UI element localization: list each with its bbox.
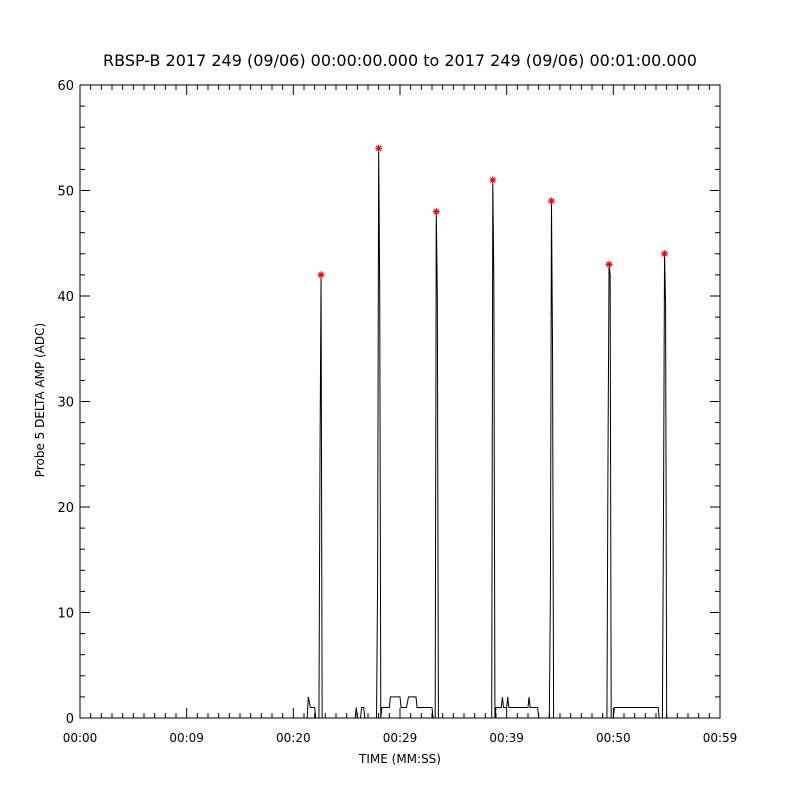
- y-tick-label: 0: [66, 712, 74, 727]
- peak-marker: [489, 176, 497, 184]
- x-tick-label: 00:20: [276, 731, 311, 745]
- x-tick-label: 00:09: [169, 731, 204, 745]
- peak-marker: [432, 208, 440, 216]
- chart-title: RBSP-B 2017 249 (09/06) 00:00:00.000 to …: [103, 51, 697, 70]
- y-tick-label: 50: [57, 185, 74, 200]
- y-tick-label: 40: [57, 290, 74, 305]
- peak-marker: [547, 197, 555, 205]
- data-line: [80, 148, 720, 719]
- y-tick-label: 20: [57, 501, 74, 516]
- peak-marker: [661, 250, 669, 258]
- plot-frame: [79, 84, 721, 719]
- peak-marker: [375, 144, 383, 152]
- peak-marker: [605, 260, 613, 268]
- x-tick-label: 00:29: [383, 731, 418, 745]
- x-tick-label: 00:59: [703, 731, 738, 745]
- peak-marker: [317, 271, 325, 279]
- y-axis-label: Probe 5 DELTA AMP (ADC): [33, 323, 47, 477]
- x-tick-label: 00:50: [596, 731, 631, 745]
- y-tick-label: 30: [57, 396, 74, 411]
- y-tick-label: 60: [57, 79, 74, 94]
- x-tick-label: 00:39: [489, 731, 524, 745]
- x-tick-label: 00:00: [63, 731, 98, 745]
- x-axis-label: TIME (MM:SS): [358, 752, 441, 766]
- y-tick-label: 10: [57, 607, 74, 622]
